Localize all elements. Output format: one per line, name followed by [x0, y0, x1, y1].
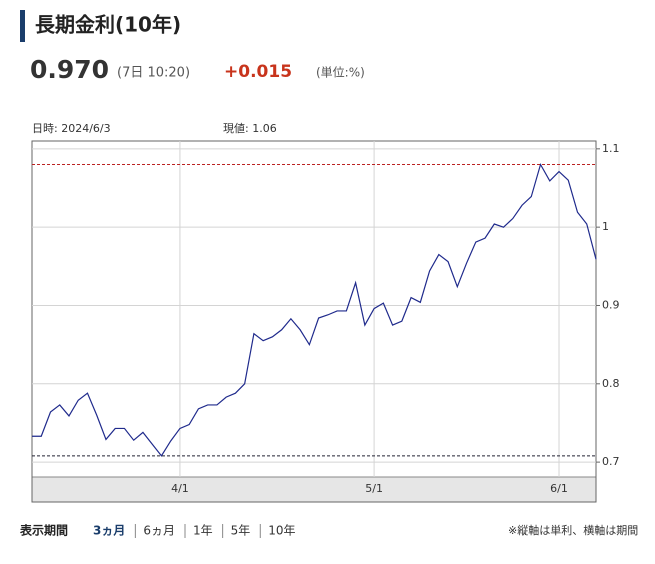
note: ※縦軸は単利、横軸は期間 — [508, 523, 638, 537]
unit: (単位:%) — [316, 66, 365, 80]
y-tick-label: 0.8 — [602, 377, 620, 390]
info-date: 日時: 2024/6/3 — [32, 122, 111, 135]
line-series — [32, 162, 597, 457]
time: (7日 10:20) — [117, 66, 190, 81]
x-tick-label: 5/1 — [365, 482, 383, 495]
x-tick-label: 4/1 — [171, 482, 189, 495]
y-tick-label: 0.7 — [602, 455, 620, 468]
y-tick-label: 1 — [602, 220, 609, 233]
plot: 0.7 0.8 0.9 1 1.1 4/1 5/1 6/1 — [32, 141, 620, 495]
y-tick-label: 1.1 — [602, 142, 620, 155]
title-bar — [20, 10, 25, 42]
period-option[interactable]: 3ヵ月 — [93, 524, 125, 538]
period-option[interactable]: 10年 — [268, 524, 295, 538]
period-option[interactable]: 6ヵ月 — [143, 524, 175, 538]
x-tick-label: 6/1 — [550, 482, 568, 495]
period-option[interactable]: 1年 — [193, 524, 213, 538]
period-options: 3ヵ月 6ヵ月 1年 5年 10年 — [93, 524, 296, 538]
title: 長期金利(10年) — [35, 13, 181, 37]
change: +0.015 — [224, 62, 292, 82]
plot-frame — [31, 140, 597, 503]
info-value: 現値: 1.06 — [223, 122, 277, 135]
y-tick-label: 0.9 — [602, 298, 620, 311]
x-band — [31, 476, 597, 503]
period-option[interactable]: 5年 — [231, 524, 251, 538]
price: 0.970 — [30, 55, 109, 84]
period-label: 表示期間 — [19, 523, 68, 538]
